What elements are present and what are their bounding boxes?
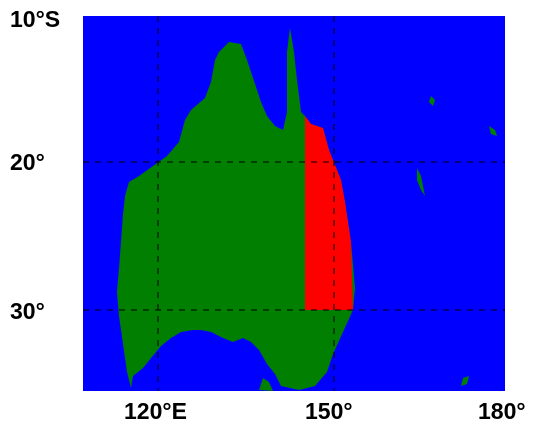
tasmania bbox=[259, 378, 273, 391]
map-area bbox=[83, 16, 505, 391]
latitude-label-30: 30° bbox=[10, 298, 45, 324]
latitude-label-10s: 10°S bbox=[10, 6, 61, 32]
map-canvas bbox=[83, 16, 505, 391]
longitude-label-180: 180° bbox=[478, 398, 526, 424]
australia-landmass bbox=[117, 28, 355, 390]
island-east-c bbox=[429, 96, 435, 106]
island-east-b bbox=[489, 126, 497, 136]
highlight-region bbox=[305, 116, 353, 310]
island-southeast bbox=[461, 376, 469, 386]
longitude-label-150: 150° bbox=[305, 398, 353, 424]
island-east-a bbox=[417, 168, 425, 196]
longitude-label-120e: 120°E bbox=[124, 398, 187, 424]
latitude-label-20: 20° bbox=[10, 149, 45, 175]
